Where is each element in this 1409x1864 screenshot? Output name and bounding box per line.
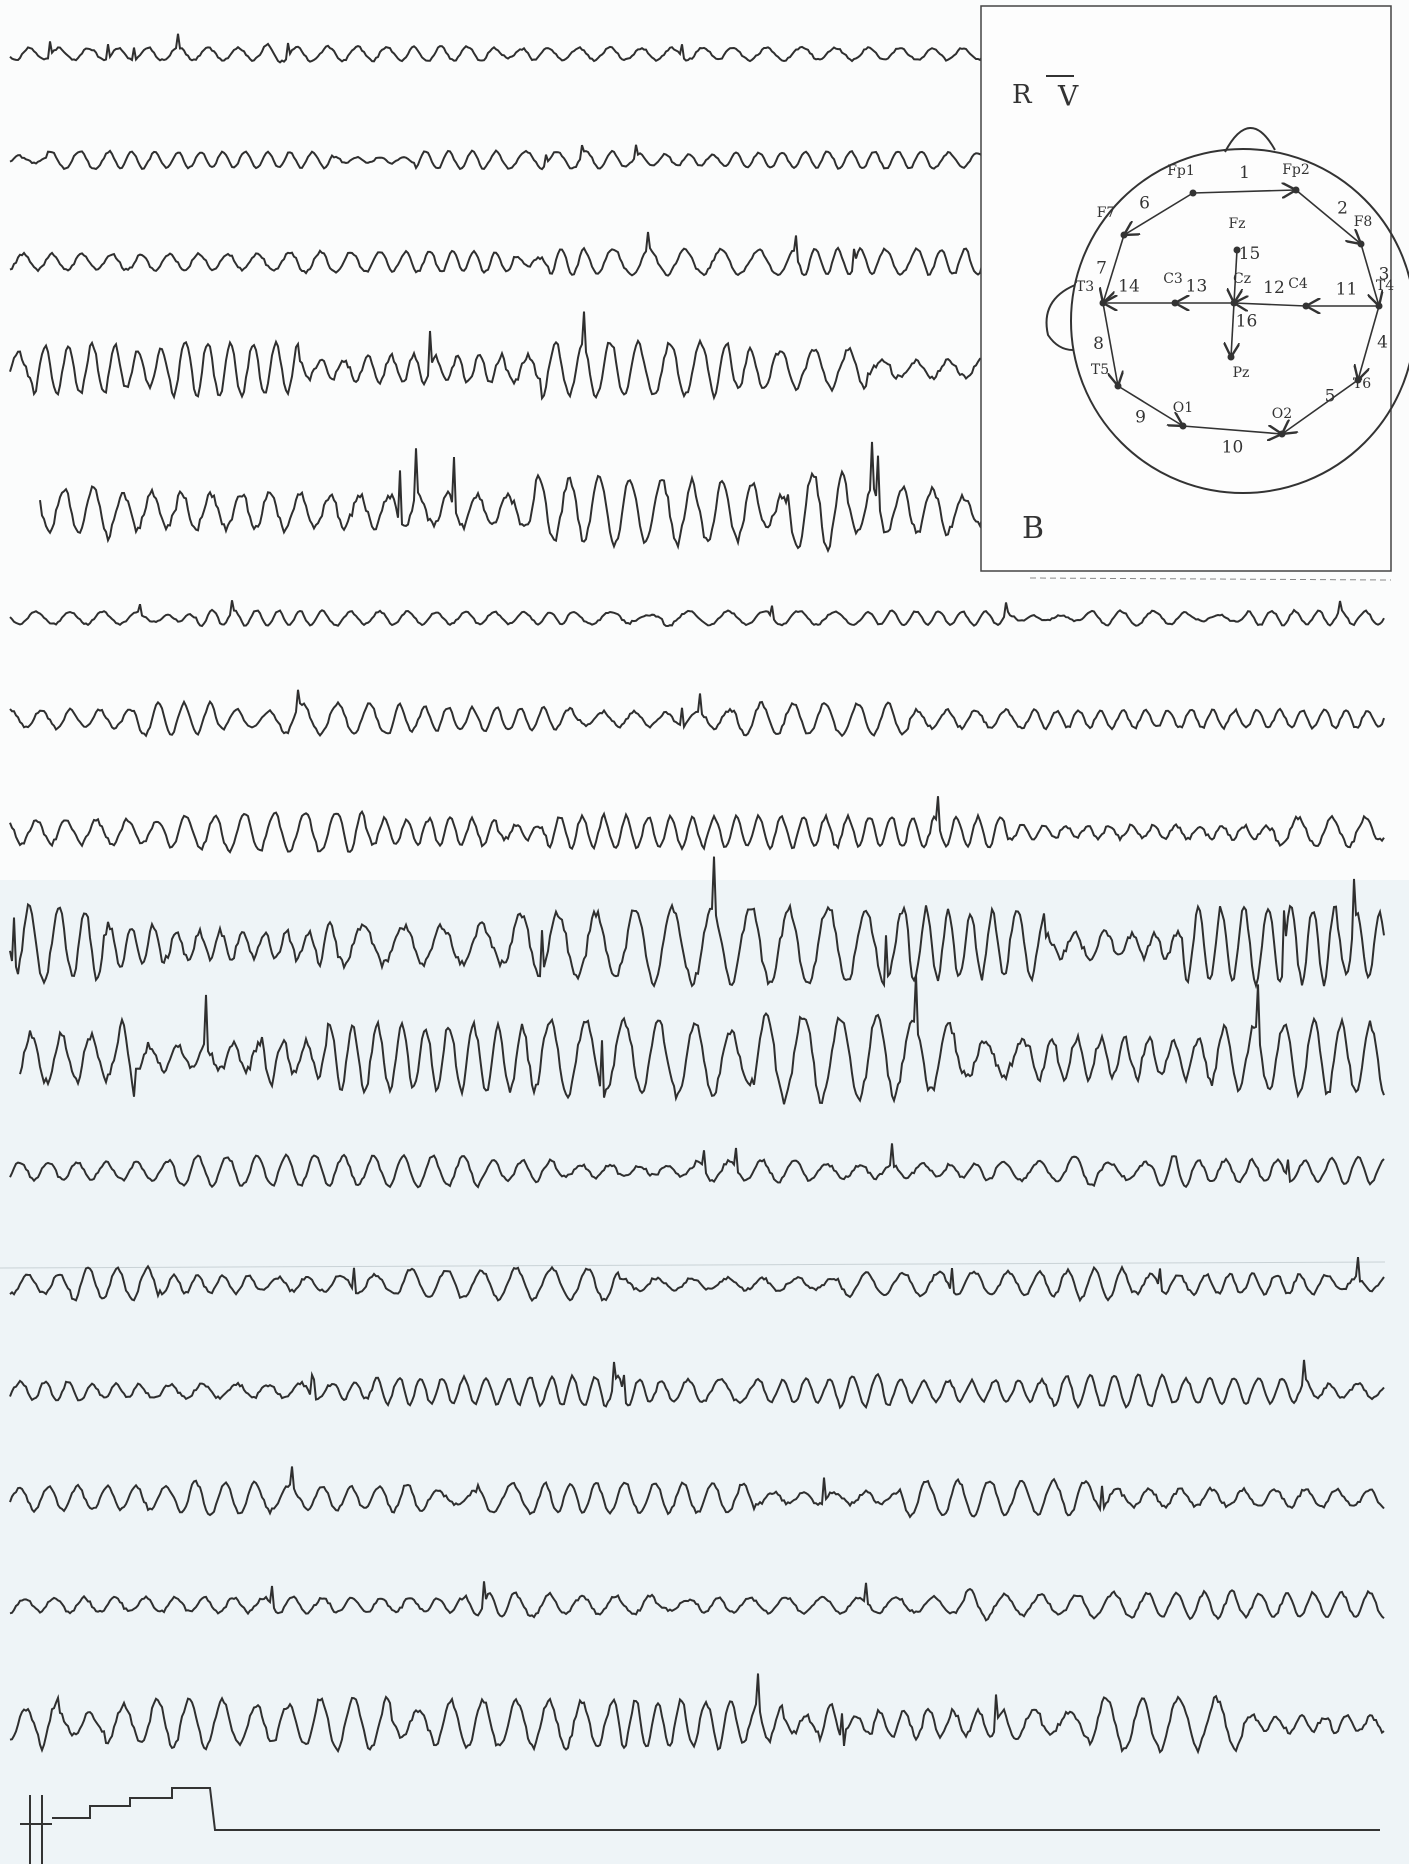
link-number: 2 bbox=[1337, 199, 1348, 219]
montage-link bbox=[1192, 190, 1296, 193]
montage-link bbox=[1358, 305, 1380, 380]
link-number: 5 bbox=[1325, 387, 1336, 407]
link-number: 10 bbox=[1222, 438, 1244, 458]
electrode-label: C3 bbox=[1163, 271, 1183, 287]
link-number: 6 bbox=[1139, 194, 1150, 214]
electrode bbox=[1189, 189, 1197, 197]
electrode bbox=[1179, 422, 1187, 430]
electrode bbox=[1292, 186, 1300, 194]
link-number: 9 bbox=[1135, 408, 1146, 428]
montage-link bbox=[1231, 302, 1234, 357]
link-number: 3 bbox=[1379, 265, 1390, 285]
link-number: 4 bbox=[1377, 333, 1388, 353]
montage-link bbox=[1117, 385, 1183, 426]
electrode bbox=[1233, 246, 1241, 254]
eeg-trace bbox=[9, 1256, 1385, 1303]
figure-label: B bbox=[1022, 511, 1044, 546]
traces bbox=[9, 33, 1385, 1755]
electrode-label: F7 bbox=[1097, 205, 1116, 221]
eeg-trace bbox=[9, 1359, 1385, 1410]
side-label: R bbox=[1012, 80, 1033, 110]
electrode-label: O2 bbox=[1272, 406, 1292, 422]
link-number: 7 bbox=[1096, 259, 1107, 279]
view-label: V bbox=[1057, 80, 1079, 113]
electrode bbox=[1227, 353, 1235, 361]
montage-link bbox=[1182, 426, 1282, 434]
electrode-label: T5 bbox=[1091, 362, 1109, 378]
eeg-trace bbox=[9, 689, 1385, 738]
electrode bbox=[1120, 231, 1128, 239]
link-number: 16 bbox=[1236, 312, 1258, 332]
electrode-label: Fz bbox=[1228, 216, 1245, 232]
montage-link bbox=[1124, 192, 1194, 235]
paper-bottom bbox=[0, 880, 1409, 1864]
eeg-trace bbox=[39, 441, 985, 554]
link-number: 12 bbox=[1263, 278, 1285, 298]
link-number: 13 bbox=[1186, 277, 1208, 297]
eeg-trace bbox=[19, 974, 1385, 1105]
electrode bbox=[1171, 299, 1179, 307]
electrode-label: Fp1 bbox=[1167, 163, 1195, 179]
montage-link bbox=[1234, 303, 1307, 306]
electrode-label: T3 bbox=[1076, 279, 1094, 295]
link-number: 8 bbox=[1093, 334, 1104, 354]
electrode bbox=[1375, 302, 1383, 310]
eeg-trace bbox=[9, 144, 985, 171]
calibration bbox=[20, 1787, 1380, 1864]
montage-link bbox=[1282, 379, 1359, 434]
eeg-trace bbox=[9, 33, 985, 64]
link-number: 1 bbox=[1239, 163, 1250, 183]
electrode-label: C4 bbox=[1288, 276, 1308, 292]
electrode-label: T6 bbox=[1353, 376, 1371, 392]
montage-link bbox=[1360, 243, 1379, 306]
electrode-label: O1 bbox=[1173, 400, 1193, 416]
link-number: 15 bbox=[1239, 244, 1261, 264]
electrode-label: T4 bbox=[1376, 278, 1394, 294]
box-shadow bbox=[1029, 577, 1392, 581]
link-number: 14 bbox=[1118, 277, 1140, 297]
eeg-trace bbox=[9, 600, 1385, 628]
eeg-trace bbox=[9, 311, 985, 401]
head bbox=[1070, 148, 1409, 494]
eeg-trace bbox=[9, 856, 1385, 990]
eeg-trace bbox=[9, 231, 985, 277]
montage-link bbox=[1102, 302, 1118, 386]
electrode bbox=[1114, 382, 1122, 390]
electrode bbox=[1354, 376, 1362, 384]
electrode-label: Pz bbox=[1233, 365, 1250, 381]
eeg-trace bbox=[9, 1466, 1385, 1519]
montage-box bbox=[980, 5, 1392, 572]
ear bbox=[1045, 284, 1076, 351]
electrode-label: Cz bbox=[1233, 271, 1251, 287]
electrode bbox=[1099, 299, 1107, 307]
eeg-trace bbox=[9, 1581, 1385, 1622]
electrode bbox=[1302, 302, 1310, 310]
nose bbox=[1224, 127, 1276, 153]
montage-link bbox=[1234, 249, 1237, 303]
montage-link bbox=[1103, 234, 1125, 303]
eeg-trace bbox=[9, 1673, 1385, 1755]
electrode bbox=[1357, 240, 1365, 248]
sheet-edge bbox=[0, 1261, 1386, 1269]
electrode bbox=[1230, 299, 1238, 307]
electrode bbox=[1278, 430, 1286, 438]
link-number: 11 bbox=[1336, 280, 1358, 300]
electrode-label: F8 bbox=[1354, 214, 1373, 230]
electrode-label: Fp2 bbox=[1282, 162, 1310, 178]
eeg-trace bbox=[9, 1143, 1385, 1189]
eeg-trace bbox=[9, 796, 1385, 854]
montage-link bbox=[1295, 189, 1361, 244]
